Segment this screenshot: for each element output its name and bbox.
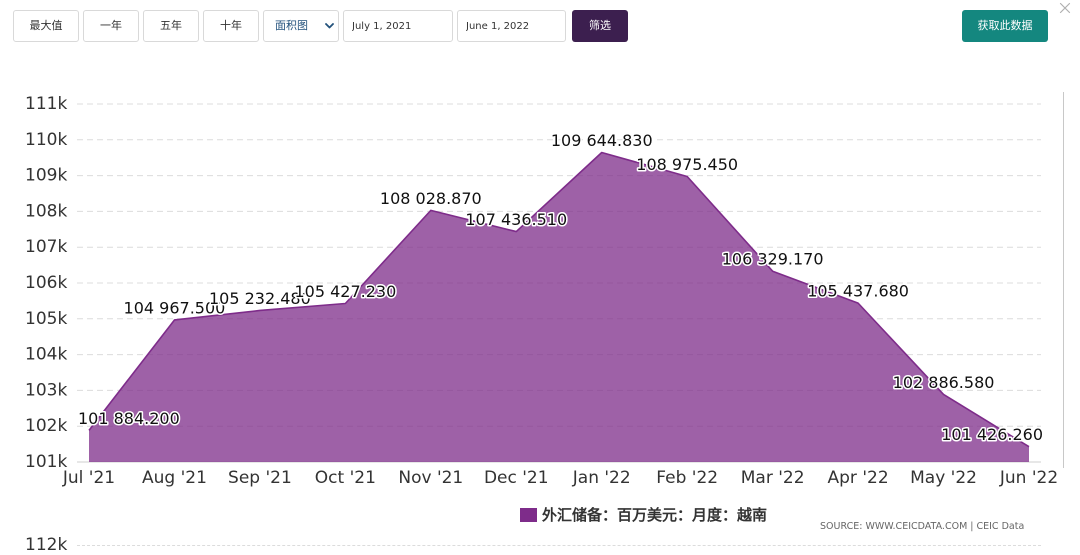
data-label: 101 426.260 — [941, 425, 1043, 444]
legend-label: 外汇储备：百万美元：月度：越南 — [542, 506, 768, 524]
data-point[interactable] — [428, 207, 434, 213]
data-label: 108 028.870 — [380, 189, 482, 208]
data-point[interactable] — [941, 391, 947, 397]
data-label: 106 329.170 — [722, 250, 824, 269]
x-tick-label: Dec '21 — [484, 468, 549, 488]
data-label: 105 232.480 — [209, 289, 311, 308]
y-tick-label: 105k — [25, 309, 67, 329]
chevron-down-icon — [325, 23, 334, 29]
get-data-button[interactable]: 获取此数据 — [962, 10, 1048, 42]
y-tick-label: 102k — [25, 416, 67, 436]
y-tick-label: 109k — [25, 166, 67, 186]
x-tick-label: Aug '21 — [142, 468, 207, 488]
series-area-group — [88, 151, 1030, 462]
range-max-button[interactable]: 最大值 — [13, 10, 79, 42]
y-tick-label: 108k — [25, 201, 67, 221]
x-tick-label: Feb '22 — [656, 468, 718, 488]
data-point[interactable] — [171, 317, 177, 323]
data-label: 104 967.500 — [124, 298, 226, 317]
data-label: 105 437.680 — [807, 282, 909, 301]
source-credit: SOURCE: WWW.CEICDATA.COM | CEIC Data — [820, 521, 1025, 532]
x-axis-labels: Jul '21 Aug '21 Sep '21 Oct '21 Nov '21 Dec '… — [62, 468, 1058, 488]
chart-area: 101k 102k 103k 104k 105k 106k 107k 108k 109k 110k… — [0, 85, 1080, 500]
end-date-input[interactable] — [457, 10, 566, 42]
chart-type-select[interactable]: 面积图 — [263, 10, 339, 42]
data-label: 108 975.450 — [636, 155, 738, 174]
x-tick-label: May '22 — [910, 468, 977, 488]
y-tick-label: 104k — [25, 345, 67, 365]
range-5y-button[interactable]: 五年 — [143, 10, 199, 42]
y-tick-label: 110k — [25, 130, 67, 150]
data-point[interactable] — [342, 301, 348, 307]
x-tick-label: Jan '22 — [572, 468, 631, 488]
area-chart-svg: 101k 102k 103k 104k 105k 106k 107k 108k 109k 110k… — [25, 94, 1058, 488]
data-point[interactable] — [1026, 444, 1032, 450]
y-tick-label: 103k — [25, 380, 67, 400]
data-point[interactable] — [86, 427, 92, 433]
data-label: 109 644.830 — [551, 131, 653, 150]
x-tick-label: Mar '22 — [741, 468, 805, 488]
x-tick-label: Nov '21 — [398, 468, 463, 488]
data-point[interactable] — [257, 307, 263, 313]
range-10y-button[interactable]: 十年 — [203, 10, 259, 42]
x-tick-label: Jun '22 — [999, 468, 1058, 488]
y-tick-label: 101k — [25, 452, 67, 472]
data-point[interactable] — [513, 229, 519, 235]
x-tick-label: Oct '21 — [315, 468, 376, 488]
filter-button[interactable]: 筛选 — [572, 10, 628, 42]
next-chart-y-tick-label: 112k — [25, 535, 68, 555]
panel-border — [1063, 92, 1064, 468]
data-label: 101 884.200 — [78, 409, 180, 428]
close-icon[interactable] — [1059, 2, 1071, 14]
next-chart-partial: 112k — [0, 535, 1080, 555]
y-tick-label: 111k — [25, 94, 67, 114]
series-area — [89, 152, 1029, 462]
data-point[interactable] — [599, 150, 605, 156]
y-tick-label: 107k — [25, 237, 67, 257]
x-tick-label: Apr '22 — [828, 468, 889, 488]
series-line — [88, 151, 1030, 448]
y-tick-label: 106k — [25, 273, 67, 293]
data-label: 107 436.510 — [465, 210, 567, 229]
data-label: 102 886.580 — [893, 373, 995, 392]
x-tick-label: Jul '21 — [62, 468, 115, 488]
range-1y-button[interactable]: 一年 — [83, 10, 139, 42]
y-axis-labels: 101k 102k 103k 104k 105k 106k 107k 108k 109k 110k… — [25, 94, 67, 472]
data-point[interactable] — [684, 173, 690, 179]
x-tick-label: Sep '21 — [228, 468, 292, 488]
legend-swatch — [520, 508, 537, 522]
data-point[interactable] — [770, 268, 776, 274]
next-chart-gridline — [77, 545, 1041, 546]
data-label: 105 427.230 — [294, 282, 396, 301]
chart-type-selected-value: 面积图 — [275, 19, 308, 32]
start-date-input[interactable] — [343, 10, 453, 42]
data-point[interactable] — [855, 300, 861, 306]
